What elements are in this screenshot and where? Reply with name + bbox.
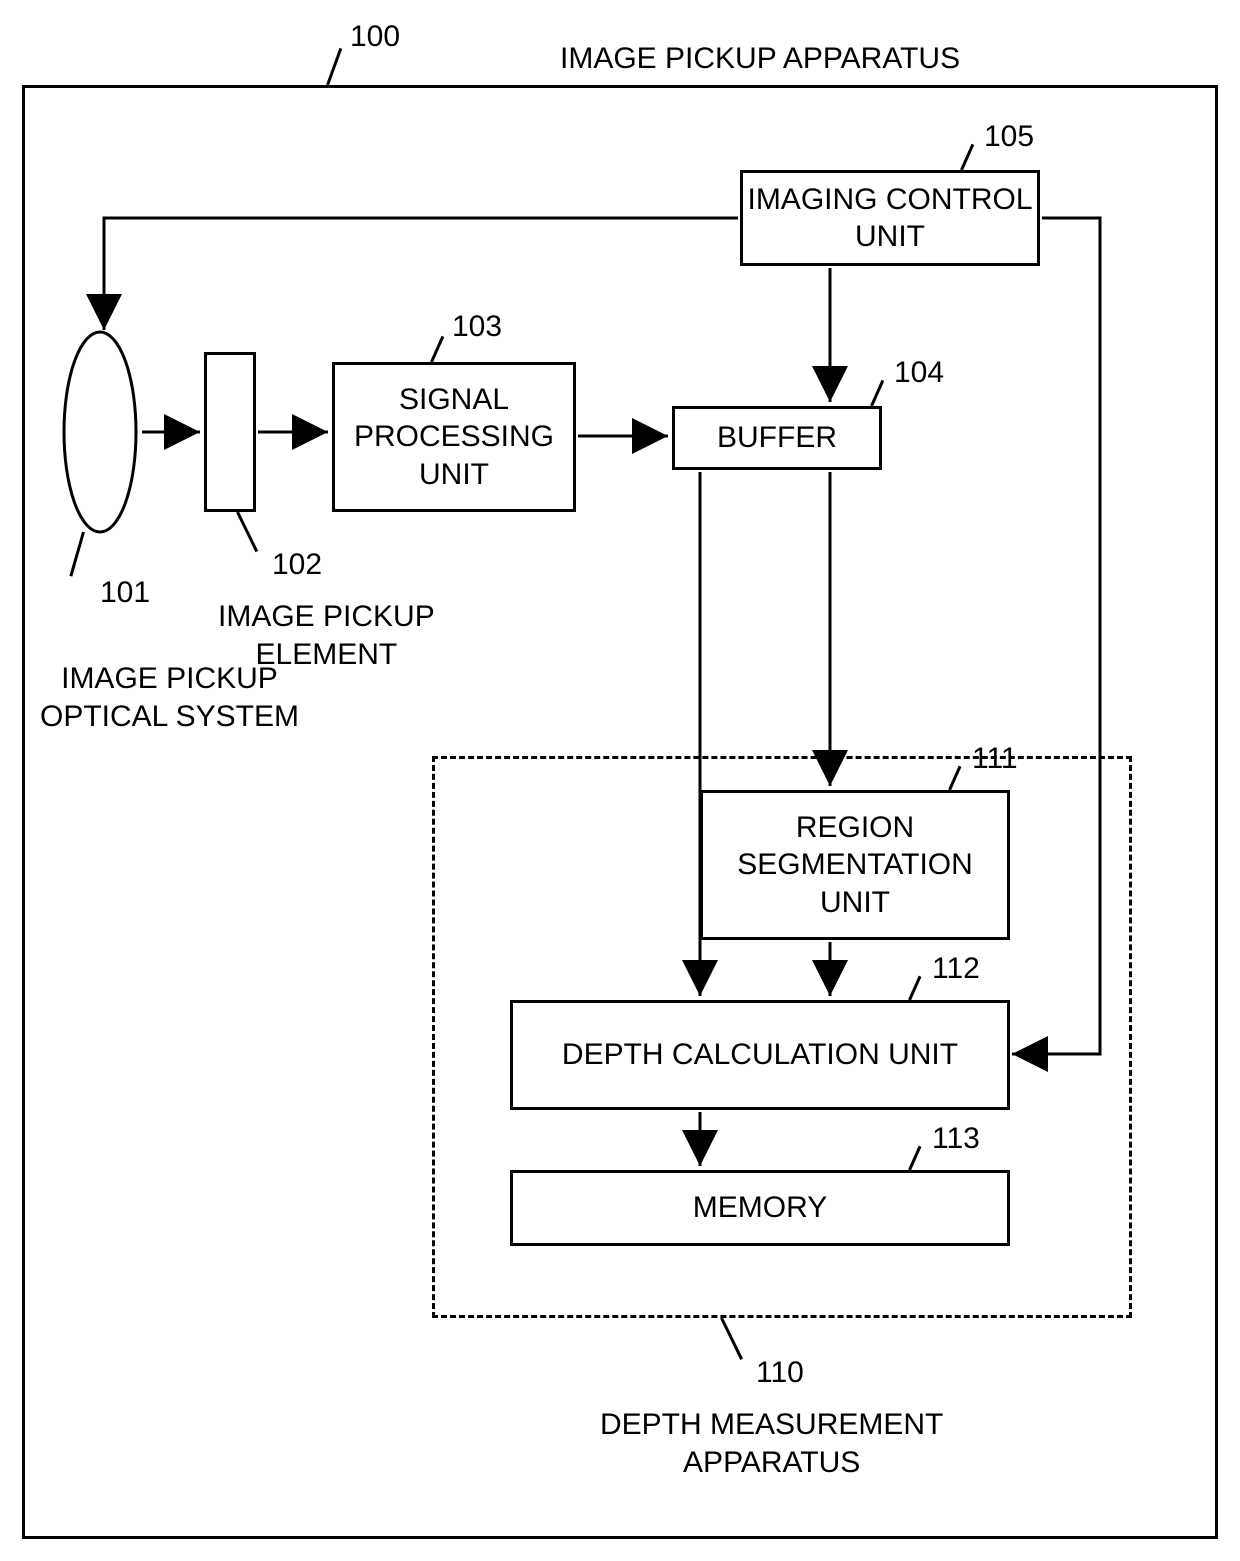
block-buffer: BUFFER xyxy=(672,406,882,470)
ref-112: 112 xyxy=(932,952,980,986)
ref-104: 104 xyxy=(894,356,944,390)
ref-103: 103 xyxy=(452,310,502,344)
block-sensor xyxy=(204,352,256,512)
block-spu-label: SIGNAL PROCESSING UNIT xyxy=(339,381,569,494)
block-spu: SIGNAL PROCESSING UNIT xyxy=(332,362,576,512)
block-dcu: DEPTH CALCULATION UNIT xyxy=(510,1000,1010,1110)
block-rsu-label: REGION SEGMENTATION UNIT xyxy=(707,809,1003,922)
block-buffer-label: BUFFER xyxy=(717,419,837,457)
ref-102: 102 xyxy=(272,548,322,582)
ref-105: 105 xyxy=(984,120,1034,154)
block-memory: MEMORY xyxy=(510,1170,1010,1246)
ref-113: 113 xyxy=(932,1122,980,1156)
block-icu: IMAGING CONTROL UNIT xyxy=(740,170,1040,266)
label-sensor: IMAGE PICKUP ELEMENT xyxy=(218,598,435,673)
ref-101: 101 xyxy=(100,576,150,610)
block-memory-label: MEMORY xyxy=(693,1189,827,1227)
ref-110: 110 xyxy=(756,1356,804,1390)
title-depth: DEPTH MEASUREMENT APPARATUS xyxy=(600,1406,943,1481)
block-rsu: REGION SEGMENTATION UNIT xyxy=(700,790,1010,940)
title-outer: IMAGE PICKUP APPARATUS xyxy=(560,40,960,78)
ref-100: 100 xyxy=(350,20,400,54)
block-icu-label: IMAGING CONTROL UNIT xyxy=(747,181,1033,256)
block-dcu-label: DEPTH CALCULATION UNIT xyxy=(562,1036,958,1074)
diagram-canvas: 100 IMAGE PICKUP APPARATUS 101 IMAGE PIC… xyxy=(0,0,1240,1561)
leader-100 xyxy=(326,48,342,86)
ref-111: 111 xyxy=(972,742,1018,776)
